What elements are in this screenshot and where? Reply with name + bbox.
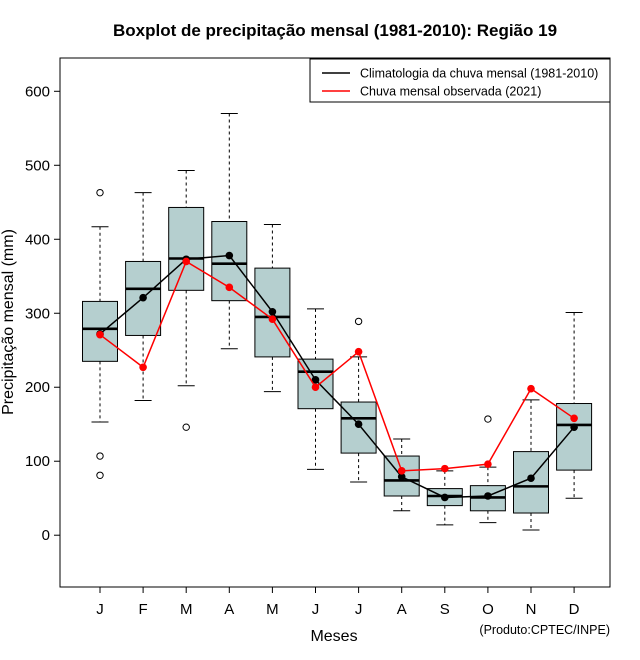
series-point-1 xyxy=(139,363,147,372)
x-tick-label: D xyxy=(569,601,580,618)
x-tick-label: M xyxy=(180,601,193,618)
legend-label-climatology: Climatologia da chuva mensal (1981-2010) xyxy=(360,67,598,81)
y-tick-label: 400 xyxy=(25,231,50,248)
x-tick-label: S xyxy=(440,601,450,618)
legend-label-observed: Chuva mensal observada (2021) xyxy=(360,85,541,99)
x-tick-label: A xyxy=(224,601,234,618)
series-point-1 xyxy=(268,315,277,323)
box-6 xyxy=(340,317,377,483)
x-tick-label: J xyxy=(312,601,320,618)
series-point-0 xyxy=(139,293,147,302)
box-9 xyxy=(469,415,506,524)
outlier-point xyxy=(484,415,492,423)
y-tick-label: 600 xyxy=(25,83,50,100)
x-tick-label: J xyxy=(355,601,363,618)
series-point-1 xyxy=(182,257,190,266)
y-tick-label: 200 xyxy=(25,379,50,396)
x-axis-label: Meses xyxy=(310,628,357,645)
box-11 xyxy=(556,312,593,499)
box-3 xyxy=(211,112,248,350)
boxes xyxy=(82,112,593,531)
y-tick-label: 100 xyxy=(25,453,50,470)
x-tick-label: F xyxy=(139,601,148,618)
series-point-0 xyxy=(570,423,578,431)
y-tick-label: 300 xyxy=(25,305,50,322)
series-point-1 xyxy=(96,330,104,339)
x-tick-label: O xyxy=(482,601,494,618)
series-lines xyxy=(96,251,578,502)
series-point-1 xyxy=(570,414,578,423)
outlier-point xyxy=(96,452,104,460)
x-tick-label: A xyxy=(397,601,407,618)
series-point-0 xyxy=(225,251,234,260)
series-point-0 xyxy=(397,472,406,481)
series-point-1 xyxy=(354,347,363,356)
outlier-point xyxy=(96,471,104,479)
series-line-1 xyxy=(99,260,575,472)
outlier-point xyxy=(96,188,104,197)
series-point-1 xyxy=(527,384,535,393)
box-iqr xyxy=(556,403,593,471)
y-axis-label: Precipitação mensal (mm) xyxy=(0,229,17,415)
box-10 xyxy=(513,399,549,531)
series-point-0 xyxy=(527,474,535,483)
series-point-1 xyxy=(225,283,234,292)
series-point-0 xyxy=(484,492,492,500)
y-axis: 0 100 200 300 400 500 600 xyxy=(25,83,60,544)
box-2 xyxy=(168,169,205,431)
box-iqr xyxy=(513,451,549,514)
series-line-0 xyxy=(99,254,575,499)
legend: Climatologia da chuva mensal (1981-2010)… xyxy=(309,58,611,103)
outlier-point xyxy=(182,423,190,431)
outlier-point xyxy=(354,317,363,326)
credit-text: (Produto:CPTEC/INPE) xyxy=(479,623,610,637)
series-point-1 xyxy=(397,467,406,475)
legend-box xyxy=(309,58,611,103)
x-tick-label: J xyxy=(96,601,104,618)
chart-title: Boxplot de precipitação mensal (1981-201… xyxy=(113,21,557,40)
series-point-0 xyxy=(354,420,363,429)
x-tick-label: N xyxy=(526,601,537,618)
series-point-1 xyxy=(484,460,492,468)
series-point-0 xyxy=(441,493,449,502)
series-point-1 xyxy=(441,464,449,473)
x-tick-label: M xyxy=(266,601,279,618)
series-point-0 xyxy=(268,307,277,316)
series-point-0 xyxy=(311,376,320,384)
series-point-1 xyxy=(311,383,320,392)
plot-frame xyxy=(59,57,611,588)
y-tick-label: 500 xyxy=(25,157,50,174)
box-iqr xyxy=(168,206,205,291)
y-tick-label: 0 xyxy=(42,527,50,544)
